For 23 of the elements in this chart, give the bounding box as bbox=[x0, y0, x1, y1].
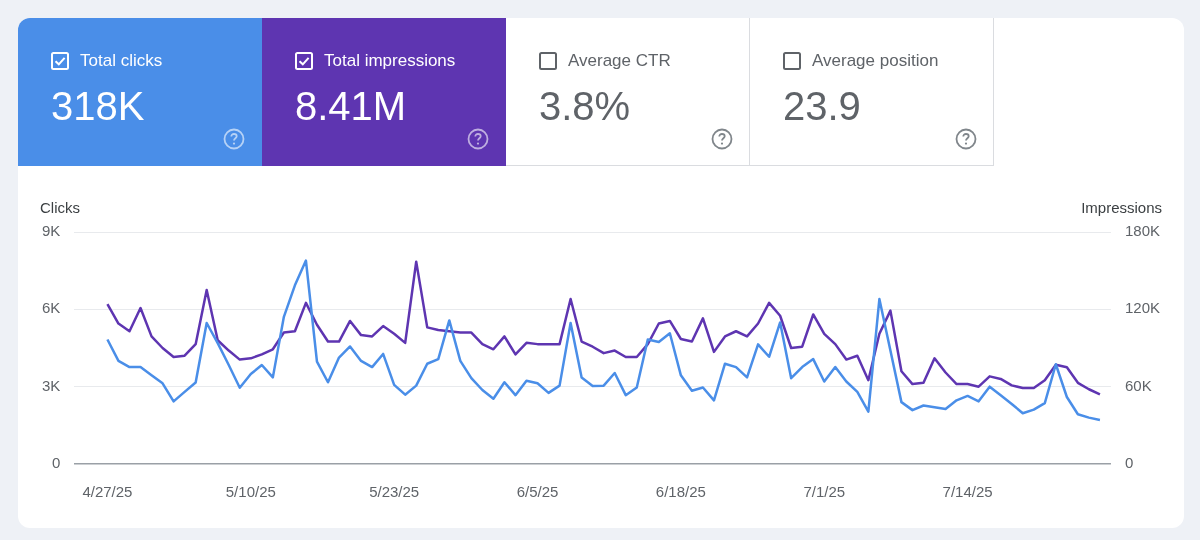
y2-tick-label: 120K bbox=[1124, 299, 1161, 317]
y2-tick-label: 60K bbox=[1124, 376, 1152, 394]
x-tick-label: 4/27/25 bbox=[82, 483, 133, 501]
x-tick-label: 7/14/25 bbox=[942, 483, 993, 501]
y2-axis-title: Impressions bbox=[1081, 198, 1162, 216]
x-tick-label: 7/1/25 bbox=[803, 483, 846, 501]
y-axis-title: Clicks bbox=[40, 198, 80, 216]
x-tick-label: 5/10/25 bbox=[225, 483, 276, 501]
y-tick-label: 0 bbox=[52, 454, 61, 472]
text: 318K bbox=[51, 84, 145, 129]
x-tick-label: 6/18/25 bbox=[655, 483, 706, 501]
y2-tick-label: 0 bbox=[1124, 454, 1134, 472]
text: 3.8% bbox=[539, 84, 631, 129]
text: 23.9 bbox=[783, 84, 861, 129]
text: Average CTR bbox=[568, 51, 671, 71]
y-tick-label: 6K bbox=[41, 299, 61, 317]
x-tick-label: 5/23/25 bbox=[369, 483, 420, 501]
y-tick-label: 3K bbox=[41, 376, 61, 394]
text: Average position bbox=[812, 51, 939, 71]
y-tick-label: 9K bbox=[41, 222, 61, 240]
y2-tick-label: 180K bbox=[1124, 222, 1161, 240]
text: Total clicks bbox=[80, 51, 163, 71]
x-tick-label: 6/5/25 bbox=[516, 483, 559, 501]
